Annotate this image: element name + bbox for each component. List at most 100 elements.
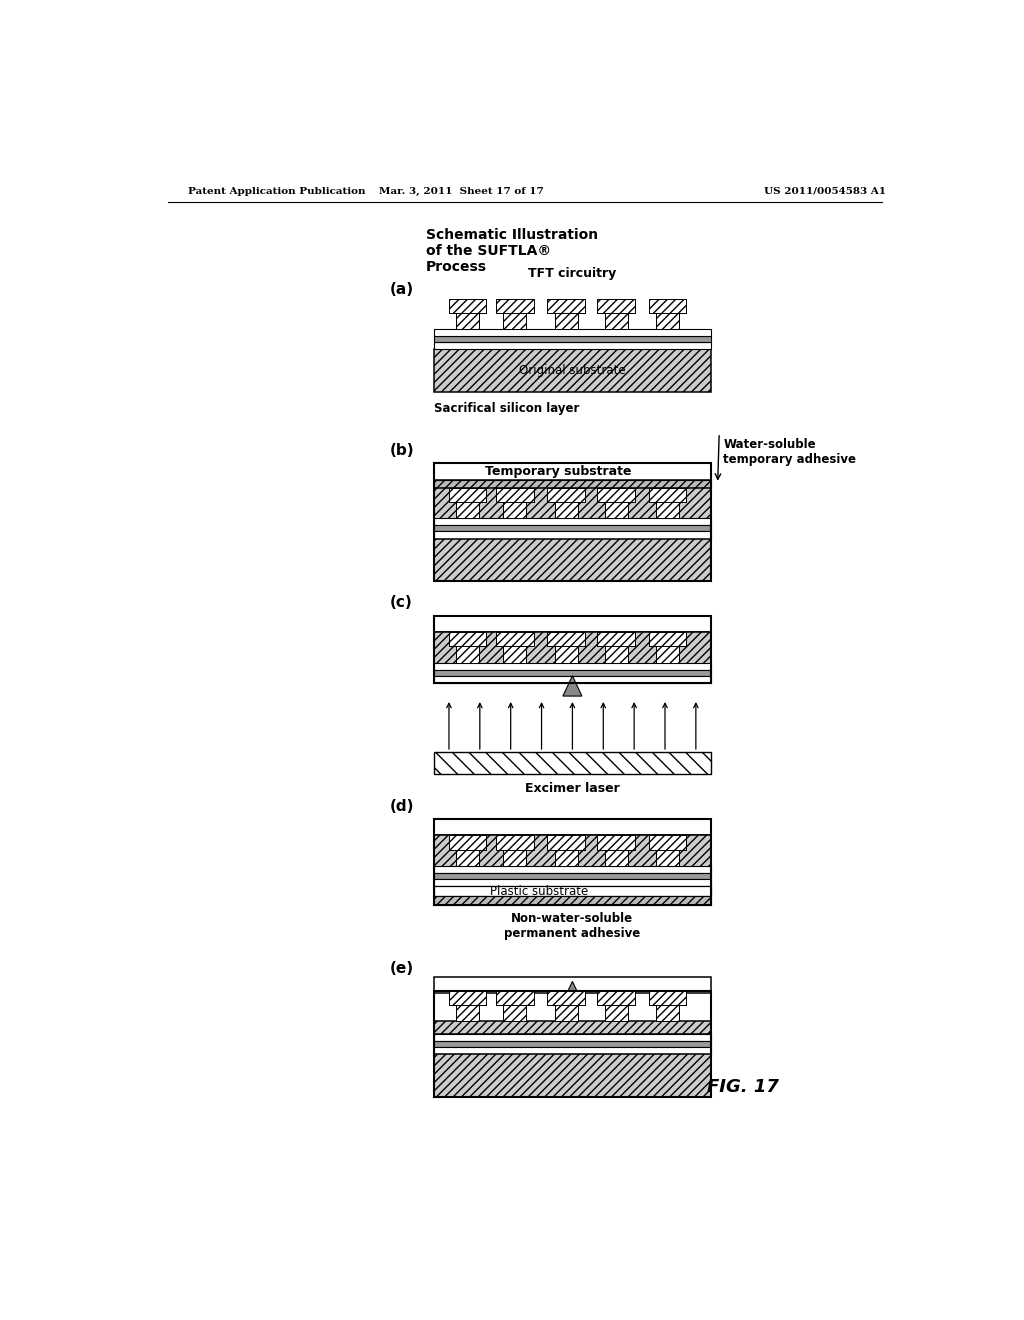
Bar [597, 298, 635, 313]
Bar [433, 615, 712, 632]
Bar [433, 350, 712, 392]
Bar [597, 298, 635, 313]
Bar [496, 836, 534, 850]
Bar [433, 463, 712, 581]
Bar [649, 632, 686, 647]
Bar [456, 850, 479, 866]
Bar [433, 525, 712, 532]
Bar [503, 647, 526, 663]
Bar [555, 1005, 578, 1022]
Text: Temporary substrate: Temporary substrate [485, 465, 632, 478]
Bar [433, 1047, 712, 1053]
Bar [456, 313, 479, 329]
Bar [555, 647, 578, 663]
Bar [656, 502, 679, 519]
Bar [433, 669, 712, 676]
Bar [548, 836, 585, 850]
Polygon shape [563, 982, 582, 1002]
Bar [548, 991, 585, 1005]
Bar [433, 329, 712, 337]
Bar [649, 298, 686, 313]
Bar [496, 298, 534, 313]
Text: Sacrifical silicon layer: Sacrifical silicon layer [433, 403, 579, 416]
Bar [433, 752, 712, 775]
Bar [503, 502, 526, 519]
Bar [456, 647, 479, 663]
Bar [503, 850, 526, 866]
Bar [597, 991, 635, 1005]
Bar [548, 487, 585, 502]
Bar [433, 532, 712, 539]
Text: US 2011/0054583 A1: US 2011/0054583 A1 [764, 187, 886, 195]
Bar [503, 502, 526, 519]
Bar [656, 1005, 679, 1022]
Bar [548, 487, 585, 502]
Bar [449, 487, 486, 502]
Bar [555, 502, 578, 519]
Bar [456, 502, 479, 519]
Bar [604, 1005, 628, 1022]
Polygon shape [563, 676, 582, 696]
Bar [456, 850, 479, 866]
Bar [456, 1005, 479, 1022]
Bar [496, 487, 534, 502]
Bar [604, 850, 628, 866]
Text: (c): (c) [390, 595, 413, 610]
Text: FIG. 17: FIG. 17 [708, 1077, 779, 1096]
Bar [496, 991, 534, 1005]
Bar [597, 632, 635, 647]
Bar [433, 479, 712, 487]
Bar [649, 991, 686, 1005]
Bar [433, 896, 712, 906]
Bar [656, 1005, 679, 1022]
Bar [433, 337, 712, 342]
Bar [449, 991, 486, 1005]
Bar [604, 647, 628, 663]
Bar [456, 502, 479, 519]
Bar [503, 647, 526, 663]
Bar [604, 502, 628, 519]
Text: (d): (d) [390, 799, 415, 813]
Bar [433, 836, 712, 873]
Bar [449, 991, 486, 1005]
Bar [597, 487, 635, 502]
Bar [496, 298, 534, 313]
Bar [555, 1005, 578, 1022]
Bar [597, 836, 635, 850]
Bar [433, 1022, 712, 1034]
Text: Original substrate: Original substrate [519, 364, 626, 378]
Bar [456, 647, 479, 663]
Bar [496, 487, 534, 502]
Bar [496, 991, 534, 1005]
Bar [656, 850, 679, 866]
Bar [548, 991, 585, 1005]
Bar [503, 313, 526, 329]
Bar [555, 850, 578, 866]
Bar [656, 313, 679, 329]
Bar [433, 463, 712, 479]
Bar [555, 313, 578, 329]
Bar [433, 539, 712, 581]
Bar [496, 632, 534, 647]
Bar [433, 676, 712, 682]
Bar [656, 502, 679, 519]
Bar [548, 632, 585, 647]
Bar [649, 836, 686, 850]
Bar [503, 1005, 526, 1022]
Text: Process: Process [426, 260, 486, 275]
Bar [604, 647, 628, 663]
Text: TFT circuitry: TFT circuitry [528, 268, 616, 280]
Bar [548, 836, 585, 850]
Bar [433, 342, 712, 350]
Bar [656, 647, 679, 663]
Bar [604, 502, 628, 519]
Bar [555, 502, 578, 519]
Text: Plastic substrate: Plastic substrate [489, 884, 588, 898]
Bar [433, 873, 712, 879]
Bar [548, 298, 585, 313]
Text: Water-soluble
temporary adhesive: Water-soluble temporary adhesive [723, 438, 856, 466]
Bar [433, 632, 712, 669]
Bar [597, 487, 635, 502]
Bar [496, 836, 534, 850]
Bar [649, 487, 686, 502]
